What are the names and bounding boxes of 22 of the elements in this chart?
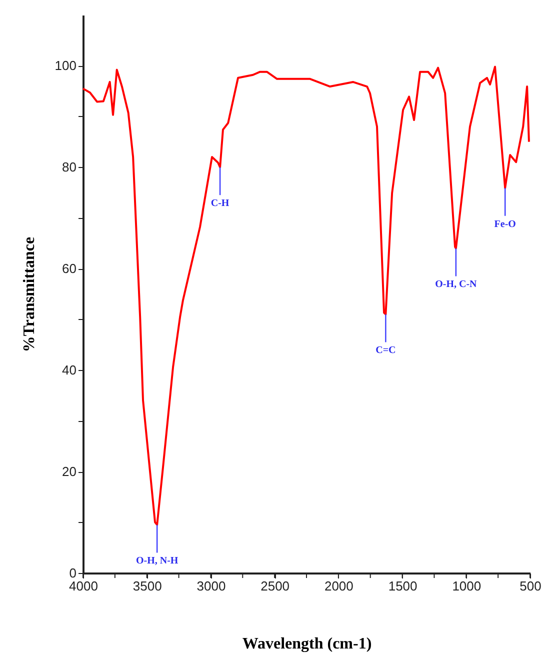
y-tick-label: 20 <box>62 464 76 480</box>
x-tick-label: 3500 <box>132 578 162 594</box>
y-tick-label: 100 <box>54 58 76 74</box>
annotation: O-H, C-N <box>435 279 478 290</box>
annotation: C=C <box>376 345 396 356</box>
y-axis-title: %Transmittance <box>20 236 38 352</box>
x-axis-title: Wavelength (cm-1) <box>242 636 372 652</box>
annotation: C-H <box>210 198 230 210</box>
x-tick-label: 2500 <box>260 578 290 594</box>
y-tick-label: 80 <box>62 160 76 175</box>
y-tick-label: 40 <box>62 362 76 378</box>
annotation: Fe-O <box>494 218 516 230</box>
y-tick-label: 60 <box>62 261 76 276</box>
x-tick-label: 1000 <box>452 578 482 594</box>
x-tick-label: 3000 <box>196 578 226 594</box>
annotation: O-H, N-H <box>136 556 178 567</box>
y-tick-label: 0 <box>69 566 76 580</box>
x-tick-label: 1500 <box>388 578 418 594</box>
x-tick-label: 500 <box>520 578 542 594</box>
x-tick-label: 2000 <box>324 578 354 594</box>
line-series <box>82 66 530 526</box>
x-tick-label: 4000 <box>69 578 98 594</box>
